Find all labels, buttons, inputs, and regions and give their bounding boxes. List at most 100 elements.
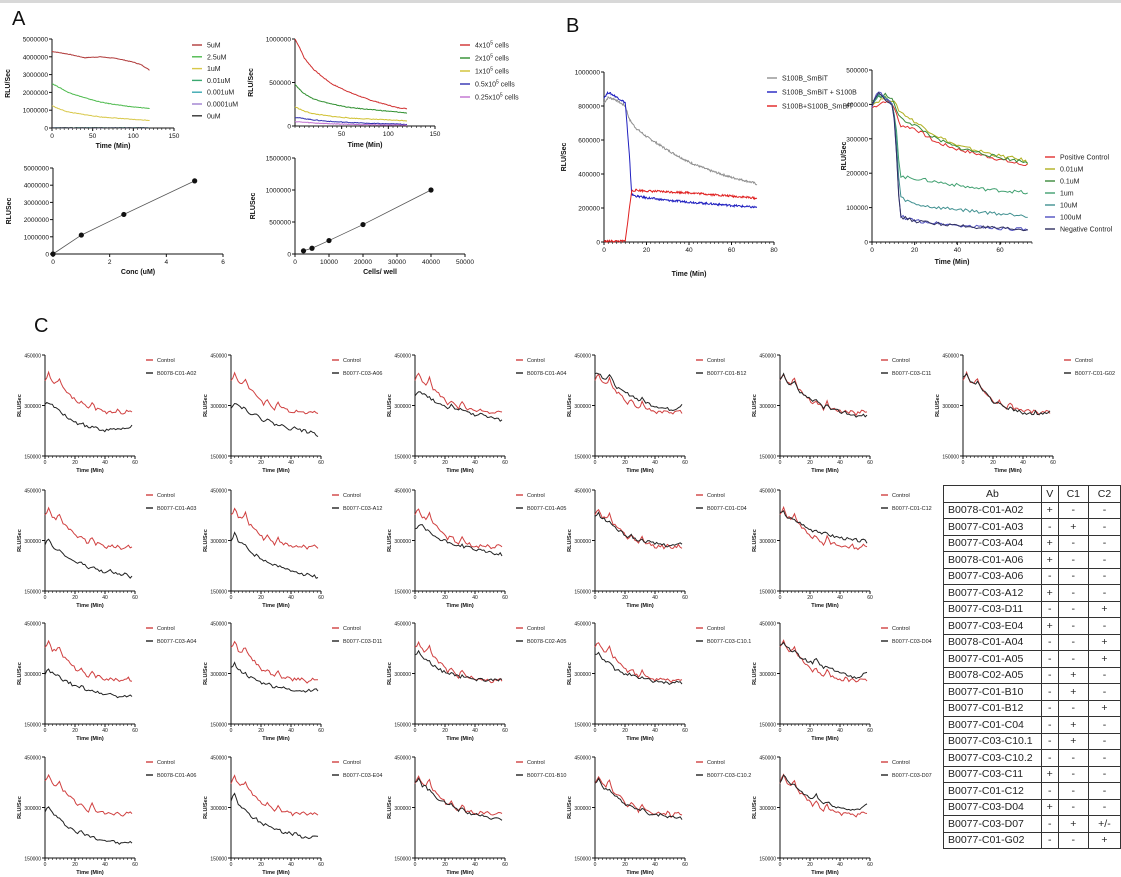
table-header-c2: C2 [1088,486,1120,503]
small-multiple-x-tick-label: 0 [44,595,47,601]
table-cell-c2: - [1088,766,1120,783]
table-cell-c2: + [1088,601,1120,618]
table-row: B0077-C03-D11--+ [944,601,1121,618]
table-cell-v: - [1041,651,1058,668]
small-multiple-y-tick-label: 300000 [210,539,227,545]
antibody-series-line [595,778,682,819]
small-multiple-y-tick-label: 450000 [24,756,41,762]
small-multiple-y-tick-label: 300000 [24,806,41,812]
control-legend-label: Control [343,493,361,499]
chart-a4-x-tick-label: 10000 [320,259,338,266]
table-row: B0078-C01-A02+-- [944,502,1121,519]
table-cell-v: + [1041,552,1058,569]
table-cell-c2: - [1088,799,1120,816]
small-multiple-x-tick-label: 40 [472,728,478,734]
legend-text: 2x10 [475,56,490,63]
small-multiple-x-tick-label: 60 [318,728,324,734]
small-multiple-x-tick-label: 40 [102,728,108,734]
table-cell-c1: + [1058,733,1088,750]
table-cell-ab: B0077-C03-D11 [944,601,1042,618]
table-row: B0077-C01-A05--+ [944,651,1121,668]
table-cell-v: - [1041,601,1058,618]
small-multiple-x-axis-label: Time (Min) [446,736,474,742]
chart-b2-legend-label: 0.01uM [1060,167,1084,174]
chart-b2-y-tick-label: 400000 [846,102,868,109]
control-legend-label: Control [707,493,725,499]
table-cell-c2: - [1088,568,1120,585]
small-multiple-x-tick-label: 20 [72,460,78,466]
table-cell-v: + [1041,766,1058,783]
small-multiple-y-tick-label: 150000 [24,723,41,729]
table-cell-c1: - [1058,799,1088,816]
small-multiple-x-tick-label: 40 [288,460,294,466]
small-multiple-x-tick-label: 20 [807,862,813,868]
chart-a3-y-tick-label: 1000000 [24,234,50,241]
antibody-series-line [45,539,132,578]
table-cell-c2: - [1088,783,1120,800]
antibody-series-line [415,392,502,421]
chart-b2-legend-label: Negative Control [1060,227,1113,234]
table-cell-c2: - [1088,552,1120,569]
table-cell-c1: - [1058,700,1088,717]
table-cell-v: - [1041,832,1058,849]
table-cell-c1: - [1058,651,1088,668]
chart-a1-legend-label: 5uM [207,43,221,50]
chart-b1-y-tick-label: 600000 [578,138,600,145]
table-row: B0077-C01-C12--- [944,783,1121,800]
small-multiple-x-axis-label: Time (Min) [262,870,290,876]
chart-a2-legend-label: 0.5x105 cells [475,80,515,89]
small-multiple-x-tick-label: 0 [779,595,782,601]
table-cell-c2: + [1088,651,1120,668]
small-multiple-y-tick-label: 150000 [210,723,227,729]
small-multiple-x-tick-label: 0 [414,460,417,466]
small-multiple-x-tick-label: 60 [502,862,508,868]
small-multiple-y-tick-label: 150000 [574,590,591,596]
small-multiple-x-tick-label: 40 [288,862,294,868]
small-multiple-x-tick-label: 20 [807,460,813,466]
chart-a4-x-tick-label: 50000 [456,259,474,266]
chart-a4-x-tick-label: 30000 [388,259,406,266]
small-multiple-y-axis-label: RLU/Sec [203,796,209,819]
small-multiple-x-axis-label: Time (Min) [262,468,290,474]
chart-a1-legend-label: 0.001uM [207,90,234,97]
small-multiple-x-tick-label: 40 [288,728,294,734]
table-cell-v: - [1041,717,1058,734]
chart-b2-y-tick-label: 0 [864,240,868,247]
small-multiple-y-tick-label: 150000 [574,455,591,461]
control-legend-label: Control [157,358,175,364]
small-multiple-x-tick-label: 20 [442,460,448,466]
small-multiple-x-tick-label: 20 [442,728,448,734]
small-multiple-y-tick-label: 150000 [24,857,41,863]
small-multiple-y-axis-label: RLU/Sec [567,529,573,552]
small-multiple-x-tick-label: 60 [682,595,688,601]
chart-a2-series-line [295,107,407,121]
chart-a1-y-axis-label: RLU/Sec [5,69,12,98]
chart-a4-y-tick-label: 500000 [269,220,291,227]
small-multiple-x-axis-label: Time (Min) [811,736,839,742]
antibody-classification-table: Ab V C1 C2 B0078-C01-A02+--B0077-C01-A03… [943,485,1121,849]
table-cell-ab: B0077-C01-A05 [944,651,1042,668]
small-multiple-y-tick-label: 450000 [574,354,591,360]
legend-text: 4x10 [475,43,490,50]
control-legend-label: Control [527,760,545,766]
small-multiple-y-tick-label: 450000 [24,622,41,628]
table-cell-ab: B0077-C01-A03 [944,519,1042,536]
chart-a1-y-tick-label: 1000000 [23,108,49,115]
small-multiple-x-tick-label: 0 [779,728,782,734]
small-multiple-x-tick-label: 60 [867,460,873,466]
small-multiple-y-tick-label: 450000 [942,354,959,360]
legend-text: 0.5x10 [475,82,496,89]
small-multiple-y-tick-label: 450000 [394,756,411,762]
small-multiple-x-tick-label: 40 [837,460,843,466]
small-multiple-x-tick-label: 20 [807,595,813,601]
table-cell-c2: - [1088,502,1120,519]
table-row: B0077-C03-E04+-- [944,618,1121,635]
control-legend-label: Control [157,760,175,766]
legend-suffix: cells [493,69,509,76]
panel-label-b: B [566,15,579,38]
